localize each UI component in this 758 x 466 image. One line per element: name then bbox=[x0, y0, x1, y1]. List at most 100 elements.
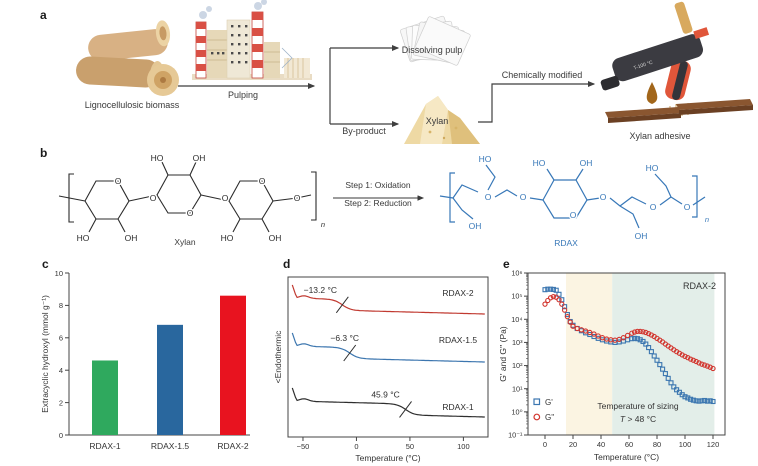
y-axis-title: <Endothermic bbox=[273, 330, 283, 383]
byproduct-caption: By-product bbox=[342, 126, 386, 136]
series-name-label: RDAX-1 bbox=[442, 402, 473, 412]
x-tick-label: 80 bbox=[653, 440, 661, 449]
rdax-atom-label: O bbox=[684, 202, 691, 212]
rheology-chart: 0 20 40 60 80 100 120 Temperature (°C) 10⁶ 10⁵ 10⁴… bbox=[498, 269, 726, 462]
x-tick-label: 120 bbox=[707, 440, 720, 449]
data-point-square bbox=[702, 397, 708, 404]
rdax-atom-label: HO bbox=[479, 154, 492, 164]
y-tick-label: 2 bbox=[59, 398, 63, 407]
data-point-circle bbox=[567, 319, 573, 325]
x-category-label: RDAX-2 bbox=[217, 441, 248, 451]
biomass-caption: Lignocellulosic biomass bbox=[84, 100, 180, 110]
data-point-square bbox=[657, 362, 663, 368]
data-point-square bbox=[654, 357, 660, 363]
data-point-circle bbox=[640, 329, 646, 335]
data-point-circle bbox=[693, 358, 699, 365]
data-point-circle bbox=[707, 364, 713, 370]
data-point-square bbox=[660, 366, 666, 372]
xylan-atom-label: OH bbox=[125, 233, 138, 243]
y-tick-label: 10⁻¹ bbox=[508, 431, 523, 440]
data-point-square bbox=[668, 380, 674, 386]
chimney-icon-2 bbox=[251, 0, 267, 79]
factory-main-building bbox=[211, 19, 251, 79]
data-point-circle bbox=[624, 332, 631, 339]
tg-label: −6.3 °C bbox=[330, 333, 359, 343]
shaded-region-0 bbox=[566, 273, 613, 435]
modified-caption: Chemically modified bbox=[501, 70, 583, 80]
data-point-circle bbox=[696, 360, 702, 366]
rdax-atom-label: O bbox=[520, 192, 527, 202]
tg-cross-mark bbox=[399, 401, 412, 418]
data-point-square bbox=[710, 398, 716, 405]
glue-drop-icon bbox=[646, 82, 658, 104]
data-point-square bbox=[545, 286, 551, 292]
xylan-atom-label: O bbox=[115, 176, 122, 186]
panel-a-scheme: T-100 °C bbox=[76, 0, 753, 144]
legend-marker-square bbox=[533, 398, 541, 406]
chimney-icon bbox=[195, 6, 212, 79]
y-tick-label: 10⁵ bbox=[511, 292, 522, 301]
data-point-circle bbox=[710, 365, 716, 372]
data-point-square bbox=[556, 291, 562, 297]
dsc-curve-RDAX-2 bbox=[291, 284, 485, 315]
bar-chart-extracyclic-hydroxyl: 0 2 4 6 8 10 Extracyclic hydroxyl (mmol g⁻¹) RD… bbox=[40, 269, 250, 451]
xylan-atom-label: O bbox=[222, 193, 229, 203]
xylan-pile-icon bbox=[404, 96, 480, 144]
dissolving-pulp-caption: Dissolving pulp bbox=[401, 45, 463, 55]
data-point-square bbox=[634, 336, 640, 342]
adhesive-caption: Xylan adhesive bbox=[629, 131, 691, 141]
data-point-square bbox=[553, 287, 559, 293]
dsc-curve-RDAX-1.5 bbox=[291, 332, 485, 363]
xylan-atom-label: O bbox=[187, 208, 194, 218]
rdax-atom-label: n bbox=[705, 215, 709, 224]
panel-label-c: c bbox=[42, 257, 49, 271]
y-axis-title: Extracyclic hydroxyl (mmol g⁻¹) bbox=[40, 295, 50, 413]
data-point-square bbox=[685, 395, 691, 401]
data-point-circle bbox=[682, 353, 688, 360]
plot-box bbox=[527, 272, 726, 436]
data-point-square bbox=[699, 398, 705, 404]
rdax-structure-caption: RDAX bbox=[554, 238, 578, 248]
pulping-caption: Pulping bbox=[227, 90, 259, 100]
rdax-atom-label: O bbox=[570, 210, 577, 220]
data-point-square bbox=[662, 371, 668, 377]
data-point-circle bbox=[620, 335, 627, 341]
data-point-circle bbox=[550, 294, 557, 300]
data-point-circle bbox=[561, 307, 568, 313]
data-point-square bbox=[629, 336, 635, 342]
x-category-label: RDAX-1 bbox=[89, 441, 120, 451]
tg-cross-mark bbox=[343, 344, 357, 362]
rdax-atom-label: O bbox=[650, 202, 657, 212]
glue-gun-barrel bbox=[612, 34, 704, 82]
data-point-circle bbox=[545, 297, 551, 304]
data-point-square bbox=[640, 338, 646, 345]
y-tick-label: 10⁴ bbox=[511, 315, 522, 324]
x-tick-label: 0 bbox=[543, 440, 547, 449]
factory-shed bbox=[281, 47, 310, 78]
data-point-circle bbox=[637, 328, 643, 335]
data-point-square bbox=[646, 345, 652, 351]
legend-marker-circle bbox=[533, 413, 541, 421]
data-point-square bbox=[564, 312, 570, 318]
xylan-atom-label: n bbox=[321, 220, 325, 229]
xylan-pile-caption: Xylan bbox=[425, 116, 449, 126]
rdax-atom-label: OH bbox=[580, 158, 593, 168]
data-point-circle bbox=[634, 328, 641, 335]
x-tick-label: 20 bbox=[569, 440, 577, 449]
y-tick-label: 8 bbox=[59, 301, 63, 310]
data-point-square bbox=[665, 375, 671, 381]
x-axis-title: Temperature (°C) bbox=[355, 453, 420, 463]
data-point-circle bbox=[616, 336, 622, 343]
x-category-label: RDAX-1.5 bbox=[151, 441, 190, 451]
x-tick-label: 40 bbox=[597, 440, 605, 449]
data-point-square bbox=[690, 397, 696, 403]
data-point-circle bbox=[643, 329, 649, 336]
panel-label-a: a bbox=[40, 8, 47, 22]
rdax-atom-label: HO bbox=[646, 163, 659, 173]
y-tick-label: 10¹ bbox=[512, 384, 523, 393]
step1-label: Step 1: Oxidation bbox=[345, 180, 411, 190]
y-tick-label: 4 bbox=[59, 366, 63, 375]
y-tick-label: 10 bbox=[55, 269, 63, 278]
data-point-circle bbox=[564, 313, 571, 320]
